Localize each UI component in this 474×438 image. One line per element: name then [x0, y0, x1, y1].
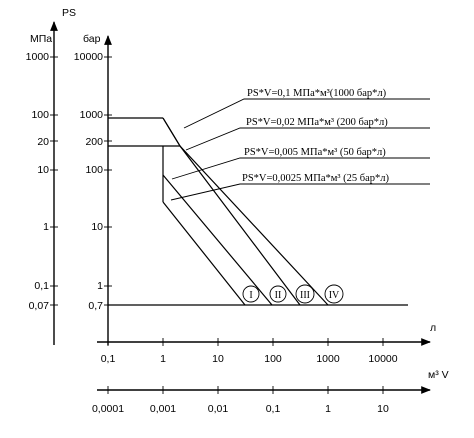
left-axis-ticks	[50, 56, 58, 306]
left-tick-label: 0,1	[34, 280, 49, 292]
x-liter-tick-label: 1	[160, 353, 166, 365]
curve-ii-marker: II	[269, 285, 287, 303]
right-tick-label: 0,7	[88, 300, 103, 312]
x-m3-tick-label: 0,1	[266, 403, 281, 415]
curve-i-label: I	[249, 290, 252, 301]
curve-ii-slope	[162, 174, 273, 306]
curve-ii-label: II	[275, 290, 282, 301]
curve-iii-line	[163, 145, 301, 306]
x-liter-tick-label: 10000	[368, 353, 397, 365]
annotation-leader-iii	[185, 127, 430, 151]
curve-iii-label: III	[300, 290, 310, 301]
annotation-iv: PS*V=0,1 МПа*м³(1000 бар*л)	[247, 88, 387, 99]
annotation-leader-ii	[171, 157, 430, 180]
annotation-ii: PS*V=0,005 МПа*м³ (50 бар*л)	[244, 147, 386, 158]
mpa-unit-label: МПа	[30, 33, 52, 45]
curve-iv-label: IV	[329, 290, 340, 301]
left-tick-label: 1000	[26, 51, 50, 63]
x-liter-tick-label: 10	[212, 353, 224, 365]
x-m3-tick-label: 0,0001	[92, 403, 124, 415]
x-m3-ticks	[107, 386, 384, 394]
right-tick-label: 10	[91, 221, 103, 233]
right-tick-label: 200	[85, 136, 103, 148]
x-m3-tick-label: 1	[325, 403, 331, 415]
curve-iii-marker: III	[295, 284, 315, 304]
x-m3-tick-label: 0,001	[150, 403, 176, 415]
x-m3-label: м³ V	[428, 369, 449, 381]
left-tick-label: 10	[37, 164, 49, 176]
x-liter-label: л	[430, 322, 436, 334]
left-tick-label: 20	[37, 136, 49, 148]
x-m3-tick-label: 0,01	[208, 403, 229, 415]
annotation-i: PS*V=0,0025 МПа*м³ (25 бар*л)	[242, 173, 390, 184]
right-tick-label: 1000	[80, 109, 104, 121]
curve-i-slope	[162, 201, 246, 306]
curve-i-marker: I	[242, 285, 260, 303]
x-liter-ticks	[107, 338, 384, 346]
x-m3-tick-label: 10	[377, 403, 389, 415]
x-liter-tick-label: 100	[264, 353, 282, 365]
right-tick-label: 1	[97, 280, 103, 292]
annotation-leader-i	[170, 183, 430, 201]
annotation-iii: PS*V=0,02 МПа*м³ (200 бар*л)	[246, 117, 388, 128]
curve-iv-marker: IV	[324, 284, 344, 304]
ps-axis-title: PS	[62, 7, 76, 19]
annotation-leader-iv	[183, 98, 430, 129]
left-tick-label: 100	[31, 109, 49, 121]
right-tick-label: 10000	[74, 51, 103, 63]
left-tick-label: 0,07	[29, 300, 50, 312]
bar-unit-label: бар	[83, 33, 101, 45]
curve-iv-upper-break	[162, 117, 181, 147]
right-tick-label: 100	[85, 164, 103, 176]
x-liter-tick-label: 1000	[316, 353, 340, 365]
x-liter-tick-label: 0,1	[101, 353, 116, 365]
left-tick-label: 1	[43, 221, 49, 233]
